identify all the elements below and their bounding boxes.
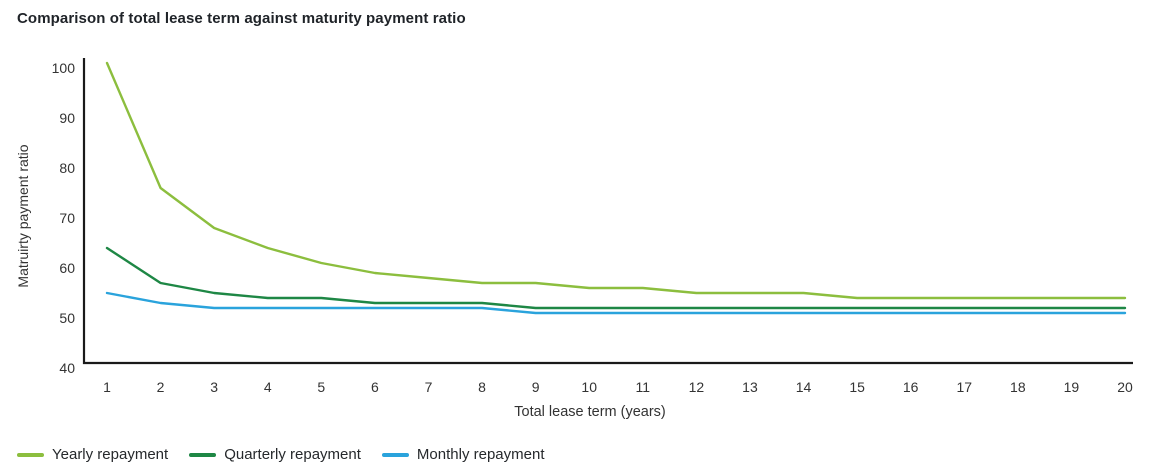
legend-swatch-icon [381,452,409,457]
legend-label: Monthly repayment [416,446,545,463]
series-line-monthly-repayment [105,291,1127,315]
y-tick-label: 100 [52,60,76,76]
x-tick-label: 15 [849,379,865,395]
x-axis-title: Total lease term (years) [514,404,666,420]
y-tick-label: 50 [59,310,75,326]
legend-item-monthly-repayment: Monthly repayment [381,446,545,463]
series-line-yearly-repayment [105,61,1127,300]
x-tick-label: 10 [581,379,597,395]
chart-title: Comparison of total lease term against m… [17,10,466,27]
legend-swatch-icon [17,452,44,457]
x-tick-label: 16 [903,379,919,395]
x-tick-label: 7 [425,379,433,395]
x-tick-label: 14 [796,379,812,395]
legend-label: Quarterly repayment [224,446,361,463]
x-tick-label: 9 [532,379,540,395]
y-axis-title: Matruirty payment ratio [15,144,31,288]
x-tick-label: 20 [1117,379,1133,395]
x-tick-label: 12 [689,379,705,395]
series-line-quarterly-repayment [105,246,1127,310]
x-tick-label: 5 [317,379,325,395]
axis-lines [82,58,1133,365]
y-tick-label: 70 [59,210,75,226]
x-tick-label: 17 [956,379,972,395]
legend-item-yearly-repayment: Yearly repayment [17,446,168,463]
x-tick-label: 19 [1064,379,1080,395]
x-tick-label: 4 [264,379,272,395]
x-tick-label: 6 [371,379,379,395]
chart-legend: Yearly repayment Quarterly repayment Month… [17,446,544,463]
y-tick-label: 40 [59,360,75,376]
x-tick-label: 8 [478,379,486,395]
y-tick-label: 80 [59,160,75,176]
x-tick-label: 18 [1010,379,1026,395]
y-tick-label: 90 [59,110,75,126]
x-tick-label: 11 [636,379,651,395]
x-tick-label: 2 [157,379,165,395]
legend-label: Yearly repayment [52,446,169,463]
y-tick-label: 60 [59,260,75,276]
legend-item-quarterly-repayment: Quarterly repayment [189,446,361,463]
x-tick-label: 13 [742,379,758,395]
legend-swatch-icon [189,452,217,457]
x-tick-label: 1 [103,379,111,395]
x-tick-label: 3 [210,379,218,395]
